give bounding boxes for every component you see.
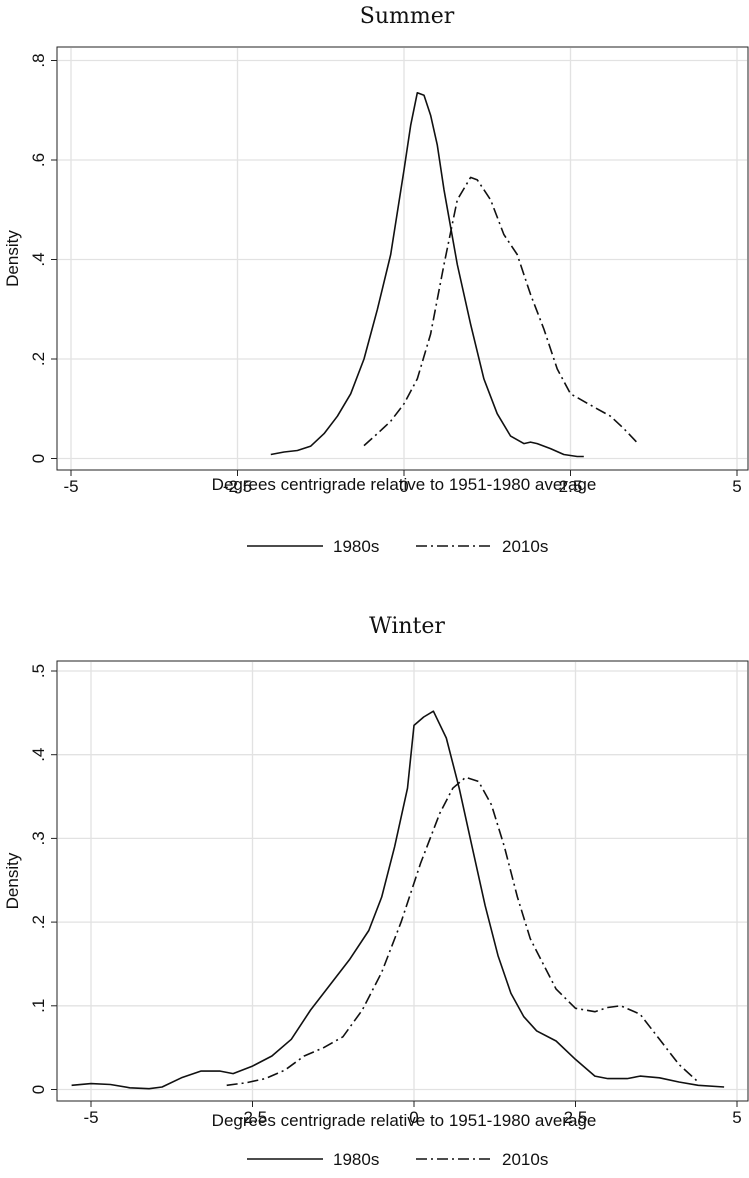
y-axis-label: Density xyxy=(3,852,22,909)
legend: 1980s 2010s xyxy=(247,537,548,556)
series-line-1980s xyxy=(71,710,725,1090)
chart-panel-1: Summer 0 .2 .4 .6 .8 -5 -2.5 0 2.5 5 Density Degrees… xyxy=(3,4,749,556)
x-axis-label: Degrees centrigrade relative to 1951-198… xyxy=(212,1111,597,1130)
series-line-1980s xyxy=(270,92,584,458)
x-tick-label: 0 xyxy=(409,1108,418,1127)
x-tick-label: 5 xyxy=(732,477,741,496)
series-line-2010s xyxy=(363,176,638,447)
chart-title: Winter xyxy=(369,614,445,639)
y-tick-label: .4 xyxy=(29,748,48,762)
x-tick-label: -5 xyxy=(83,1108,98,1127)
y-tick-label: .2 xyxy=(29,915,48,929)
x-tick-label: 5 xyxy=(732,1108,741,1127)
x-tick-label: -5 xyxy=(63,477,78,496)
y-tick-label: .8 xyxy=(29,53,48,67)
x-tick-label: 0 xyxy=(399,477,408,496)
legend-label-2010s: 2010s xyxy=(502,537,548,556)
legend-label-2010s: 2010s xyxy=(502,1150,548,1169)
plot-frame xyxy=(56,46,749,471)
x-tick-label: 2.5 xyxy=(559,477,583,496)
x-tick-label: -2.5 xyxy=(223,477,252,496)
y-tick-label: .1 xyxy=(29,999,48,1013)
plot-frame xyxy=(56,660,749,1102)
y-tick-label: .6 xyxy=(29,153,48,167)
legend-label-1980s: 1980s xyxy=(333,1150,379,1169)
series-line-2010s xyxy=(226,776,699,1087)
chart-title: Summer xyxy=(360,4,455,29)
y-tick-label: 0 xyxy=(29,1085,48,1094)
legend-label-1980s: 1980s xyxy=(333,537,379,556)
y-tick-label: .4 xyxy=(29,252,48,266)
x-tick-label: -2.5 xyxy=(238,1108,267,1127)
y-tick-label: .2 xyxy=(29,352,48,366)
y-tick-label: 0 xyxy=(29,454,48,463)
y-tick-label: .3 xyxy=(29,831,48,845)
y-axis-label: Density xyxy=(3,230,22,287)
chart-panel-2: Winter 0 .1 .2 .3 .4 .5 -5 -2.5 0 2.5 5 Density Degre… xyxy=(3,614,749,1169)
x-axis-label: Degrees centrigrade relative to 1951-198… xyxy=(212,475,597,494)
x-tick-label: 2.5 xyxy=(564,1108,588,1127)
y-tick-label: .5 xyxy=(29,664,48,678)
legend: 1980s 2010s xyxy=(247,1150,548,1169)
